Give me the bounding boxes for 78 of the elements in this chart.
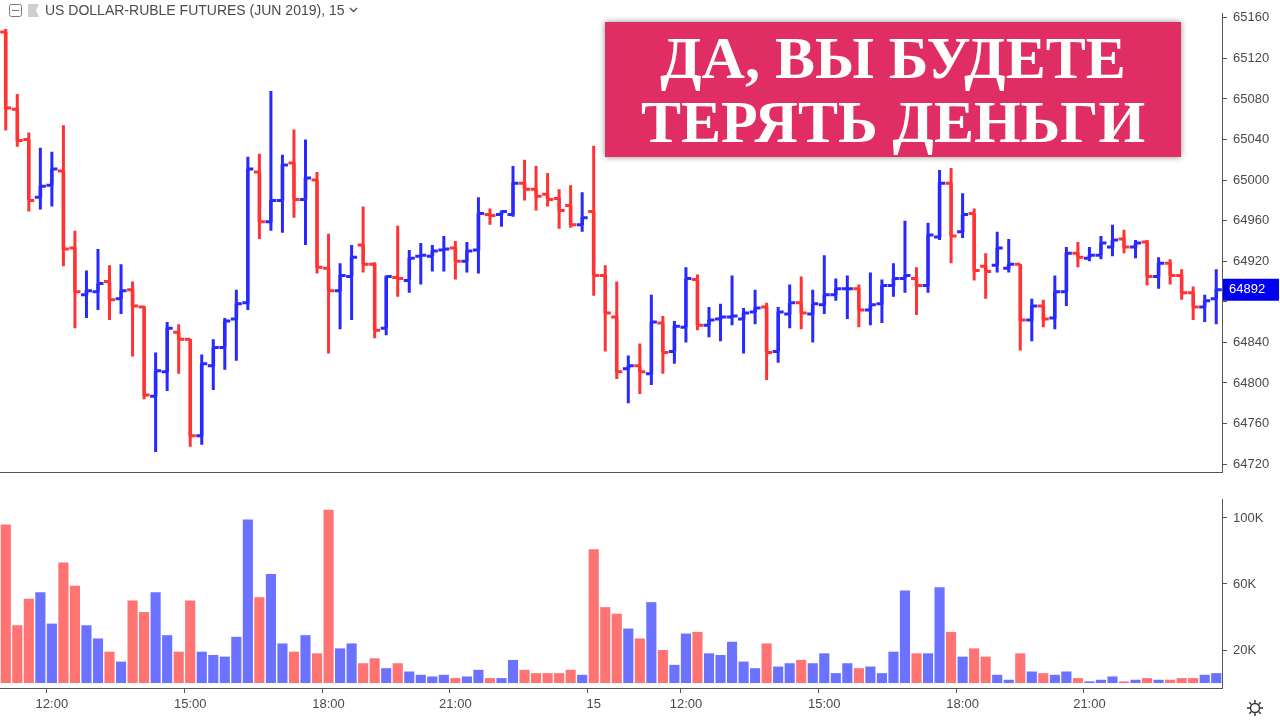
bar — [1038, 673, 1049, 684]
y-tick-label: 64840 — [1233, 333, 1270, 349]
bar — [669, 664, 680, 684]
bar — [657, 650, 668, 684]
x-tick-label: 12:00 — [35, 696, 69, 712]
bar — [58, 562, 69, 684]
bar — [35, 592, 46, 684]
bar — [773, 666, 784, 684]
y-tick-label: 65040 — [1233, 131, 1270, 147]
y-tick-label: 65080 — [1233, 90, 1270, 106]
bar — [946, 631, 957, 684]
bar — [288, 651, 300, 684]
bar — [438, 674, 449, 684]
bar — [104, 651, 115, 684]
bar — [865, 666, 876, 684]
bar — [300, 635, 311, 684]
bar — [957, 656, 968, 684]
bar — [1026, 671, 1037, 684]
y-tick-label: 20K — [1233, 641, 1257, 657]
bar — [335, 648, 346, 684]
bar — [242, 519, 253, 684]
y-tick-label: 64920 — [1233, 252, 1270, 268]
bar — [565, 669, 576, 684]
bar — [992, 674, 1003, 684]
bar — [404, 671, 415, 684]
bar — [634, 638, 645, 684]
annotation: ДА, ВЫ БУДЕТЕ ТЕРЯТЬ ДЕНЬГИ — [605, 22, 1181, 157]
bar — [911, 653, 922, 684]
y-tick-label: 65120 — [1233, 50, 1270, 65]
y-tick-label: 100K — [1233, 509, 1264, 525]
bar — [1130, 679, 1141, 684]
bar — [381, 668, 392, 684]
bar — [796, 659, 807, 684]
x-tick-label: 18:00 — [312, 696, 345, 712]
x-tick-label: 21:00 — [1073, 696, 1106, 712]
bar — [115, 661, 127, 684]
bar — [623, 628, 634, 684]
y-tick-label: 60K — [1233, 575, 1257, 591]
x-tick-label: 12:00 — [669, 696, 703, 712]
bar — [1165, 679, 1176, 684]
bar — [46, 623, 57, 684]
bar — [1141, 678, 1153, 684]
bar — [1153, 679, 1164, 684]
bar — [1015, 653, 1026, 684]
bar — [680, 633, 692, 684]
bar — [646, 602, 657, 684]
x-tick-label: 15 — [586, 696, 601, 712]
text: 64892 — [1229, 281, 1266, 297]
bar — [254, 597, 265, 684]
bar — [1003, 679, 1014, 684]
bar — [69, 585, 81, 684]
bar — [969, 648, 980, 684]
bar — [853, 668, 864, 684]
bar — [346, 643, 357, 684]
x-tick-label: 18:00 — [946, 696, 979, 712]
bar — [611, 613, 622, 684]
bar — [392, 663, 403, 684]
bar — [577, 674, 588, 684]
bar — [369, 658, 380, 684]
bar — [761, 643, 772, 684]
bar — [980, 656, 991, 684]
bar — [358, 663, 369, 684]
y-tick-label: 64720 — [1233, 455, 1270, 471]
y-tick-label: 64760 — [1233, 415, 1270, 431]
bar — [450, 678, 461, 684]
y-tick-label: 65160 — [1233, 9, 1270, 25]
x-tick-label: 15:00 — [173, 696, 207, 712]
y-tick-label: 64800 — [1233, 374, 1270, 390]
y-tick-label: 64960 — [1233, 212, 1270, 228]
bar — [1072, 678, 1083, 684]
y-tick-label: 65000 — [1233, 171, 1270, 187]
bar — [484, 678, 496, 684]
x-tick-label: 21:00 — [439, 696, 472, 712]
bar — [23, 598, 34, 684]
bar — [692, 631, 703, 684]
bar — [784, 663, 795, 684]
chart-title: US DOLLAR-RUBLE FUTURES (JUN 2019), 15 — [45, 2, 345, 18]
x-tick-label: 15:00 — [808, 696, 841, 712]
